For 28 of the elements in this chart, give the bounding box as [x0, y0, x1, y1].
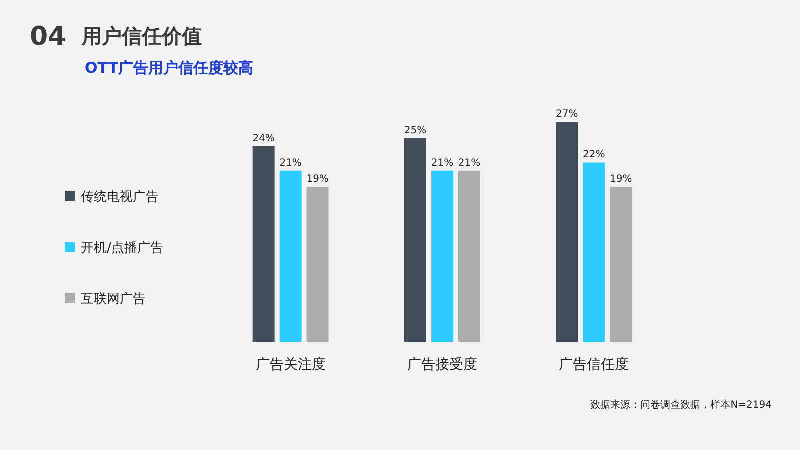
- data-label: 27%: [556, 109, 578, 120]
- bar: [432, 170, 454, 342]
- chart-title: 用户信任价值: [81, 24, 202, 48]
- bar: [306, 187, 329, 342]
- x-tick-label: 广告信任度: [559, 357, 630, 373]
- x-tick-label: 广告接受度: [408, 357, 478, 373]
- data-label: 22%: [583, 150, 606, 161]
- x-tick-label: 广告关注度: [256, 357, 326, 373]
- legend-label: 开机/点播广告: [81, 241, 164, 256]
- source-note: 数据来源：问卷调查数据，样本N=2194: [590, 399, 772, 411]
- data-label: 19%: [306, 174, 329, 186]
- bar: [458, 170, 480, 342]
- legend-label: 互联网广告: [81, 292, 146, 307]
- chart-subtitle: OTT广告用户信任度较高: [85, 59, 254, 77]
- bar: [556, 122, 578, 342]
- bar: [252, 146, 275, 342]
- data-label: 25%: [404, 125, 427, 136]
- bar: [404, 138, 426, 342]
- bar: [280, 170, 302, 342]
- data-label: 21%: [458, 158, 481, 169]
- data-label: 21%: [431, 158, 454, 169]
- bar: [583, 162, 606, 342]
- data-label: 19%: [610, 174, 632, 186]
- bar: [610, 187, 632, 342]
- legend-label: 传统电视广告: [81, 190, 159, 205]
- data-label: 24%: [252, 133, 275, 144]
- text: 04: [30, 22, 66, 52]
- data-label: 21%: [280, 158, 302, 169]
